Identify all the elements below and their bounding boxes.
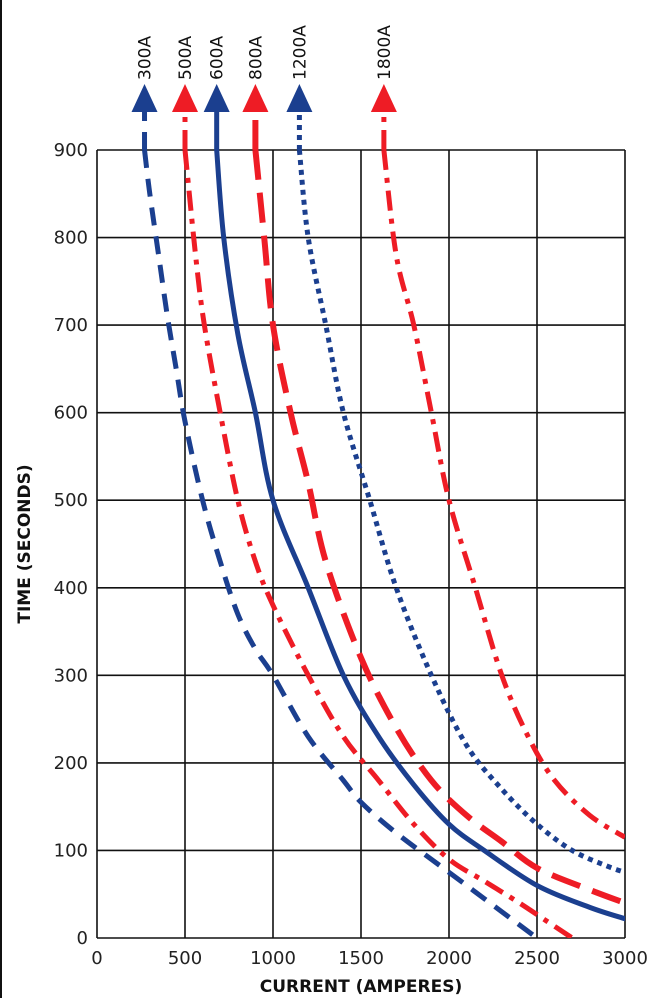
x-tick-label: 2500 (514, 948, 560, 969)
x-tick-label: 0 (91, 948, 102, 969)
series-arrow-300a (131, 84, 158, 112)
series-line-1200a (296, 150, 625, 875)
y-axis-title: TIME (SECONDS) (15, 464, 35, 623)
x-tick-label: 3000 (602, 948, 648, 969)
x-tick-label: 2000 (426, 948, 472, 969)
y-tick-label: 700 (54, 315, 88, 336)
series-label-1800a: 1800A (375, 25, 395, 80)
series-line-1800a (381, 150, 625, 840)
series-arrow-500a (172, 84, 198, 112)
series-line-600a (214, 150, 625, 922)
x-axis-title: CURRENT (AMPERES) (260, 977, 462, 997)
y-tick-label: 300 (54, 665, 88, 686)
y-tick-label: 500 (54, 490, 88, 511)
x-tick-label: 500 (168, 948, 202, 969)
y-tick-label: 600 (54, 403, 88, 424)
x-tick-label: 1500 (338, 948, 384, 969)
y-tick-label: 800 (54, 228, 88, 249)
y-tick-label: 400 (54, 578, 88, 599)
series-line-800a (252, 150, 625, 906)
y-tick-label: 900 (54, 140, 88, 161)
series-line-300a (142, 150, 539, 938)
series-label-500a: 500A (176, 36, 196, 80)
series-label-300a: 300A (136, 36, 156, 80)
series-label-1200a: 1200A (290, 25, 310, 80)
series-arrow-1200a (286, 84, 313, 112)
left-edge-line (0, 0, 2, 998)
series-line-500a (182, 150, 574, 938)
x-tick-label: 1000 (250, 948, 296, 969)
y-tick-label: 0 (77, 928, 88, 949)
series-label-600a: 600A (208, 36, 228, 80)
series-arrow-800a (242, 84, 269, 112)
series-label-800a: 800A (246, 36, 266, 80)
y-tick-label: 100 (54, 840, 88, 861)
y-tick-label: 200 (54, 753, 88, 774)
series-arrow-600a (203, 84, 230, 112)
series-arrow-1800a (370, 84, 397, 112)
